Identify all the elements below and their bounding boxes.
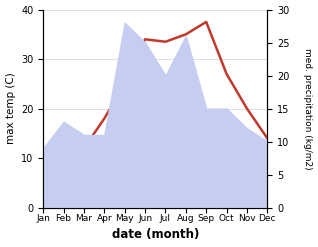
X-axis label: date (month): date (month) xyxy=(112,228,199,242)
Y-axis label: med. precipitation (kg/m2): med. precipitation (kg/m2) xyxy=(303,48,313,169)
Y-axis label: max temp (C): max temp (C) xyxy=(5,73,16,144)
